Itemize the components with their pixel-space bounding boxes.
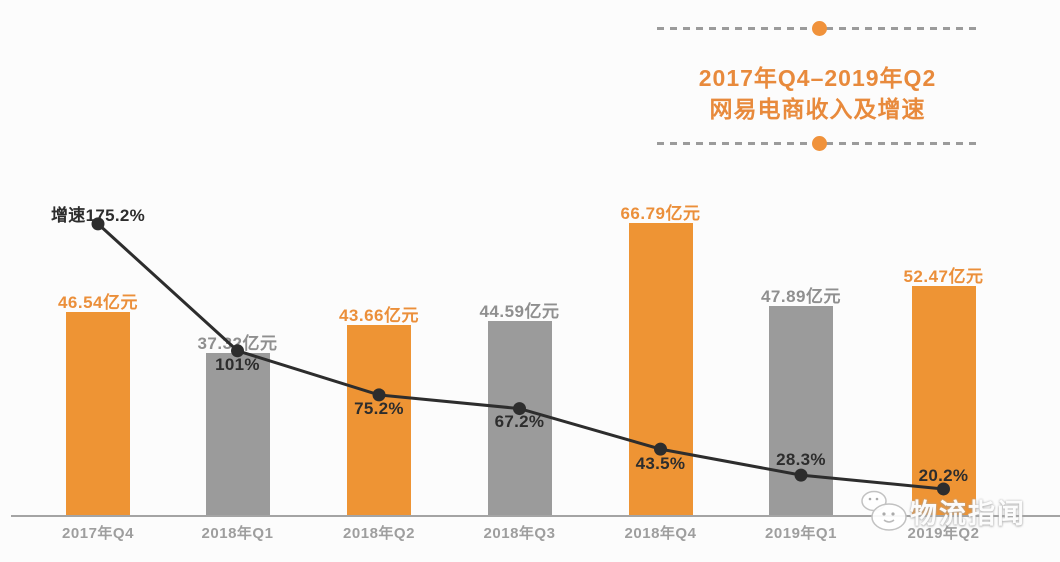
growth-rate-label: 43.5% [635, 454, 686, 474]
divider-dot-icon [812, 136, 827, 151]
chart-title-line-2: 网易电商收入及增速 [709, 96, 926, 122]
growth-rate-label: 75.2% [354, 398, 404, 418]
growth-rate-label: 28.3% [776, 450, 826, 470]
bar-value-label: 44.59亿元 [479, 302, 560, 321]
growth-rate-label: 67.2% [494, 411, 545, 431]
divider-dot-icon [812, 21, 827, 36]
x-axis-label: 2019年Q1 [765, 525, 837, 542]
title-divider-top [657, 21, 978, 36]
title-divider-bottom [657, 136, 978, 151]
x-axis-label: 2018年Q3 [483, 525, 556, 542]
x-axis-label: 2019年Q2 [907, 525, 980, 542]
watermark-logo-icon [861, 490, 907, 531]
bar-value-label: 66.79亿元 [620, 204, 701, 223]
bar-2019年Q1 [769, 306, 833, 517]
x-axis-label: 2018年Q1 [201, 525, 274, 542]
bar-2018年Q1 [205, 353, 270, 517]
x-axis-label: 2018年Q4 [624, 525, 697, 542]
bar-2017年Q4 [66, 312, 130, 517]
growth-rate-label: 20.2% [918, 465, 969, 485]
x-axis-label: 2017年Q4 [62, 525, 134, 542]
growth-rate-label: 101% [215, 354, 260, 374]
watermark-text: 物流指闻 [910, 498, 1026, 529]
bar-value-label: 37.32亿元 [197, 334, 278, 353]
growth-rate-label: 增速175.2% [50, 205, 146, 225]
bar-value-label: 47.89亿元 [760, 287, 842, 306]
bar-value-label: 52.47亿元 [903, 267, 984, 286]
x-axis-line [11, 515, 1060, 517]
bar-value-label: 46.54亿元 [57, 293, 139, 312]
chart-title-line-1: 2017年Q4–2019年Q2 [698, 65, 937, 91]
x-axis-label: 2018年Q2 [343, 525, 415, 542]
bar-value-label: 43.66亿元 [338, 306, 420, 325]
bar-2018年Q2 [347, 325, 411, 517]
watermark: 物流指闻 [858, 488, 1026, 534]
